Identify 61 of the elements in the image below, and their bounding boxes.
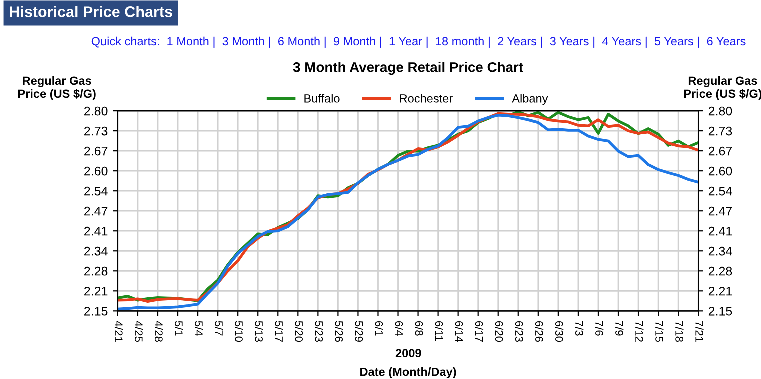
x-tick-label: 6/8: [415, 321, 424, 336]
x-tick-label: 5/4: [195, 321, 204, 336]
x-tick-label: 7/6: [596, 321, 604, 336]
x-tick-label: 6/26: [535, 321, 544, 342]
legend-label: Buffalo: [304, 94, 340, 103]
y-tick-label: 2.67: [84, 146, 108, 156]
x-tick-label: 5/26: [335, 321, 344, 342]
x-tick-label: 7/21: [696, 321, 704, 342]
y-tick-label: 2.21: [84, 286, 108, 296]
y2-tick-label: 2.60: [708, 166, 732, 176]
x-tick-label: 6/4: [395, 321, 404, 336]
x-tick-label: 6/17: [475, 321, 484, 342]
y-tick-label: 2.34: [84, 246, 108, 256]
x-tick-label: 5/13: [255, 321, 264, 342]
x-tick-label: 6/20: [495, 321, 504, 342]
y2-tick-label: 2.47: [708, 206, 732, 216]
y2-tick-label: 2.73: [708, 126, 732, 136]
x-tick-label: 6/14: [455, 321, 464, 342]
y-tick-label: 2.73: [84, 126, 108, 136]
chart-title: 3 Month Average Retail Price Chart: [293, 62, 524, 76]
x-tick-label: 5/10: [235, 321, 244, 342]
x-tick-label: 4/25: [134, 321, 144, 342]
x-tick-label: 7/15: [656, 321, 664, 342]
y2-tick-label: 2.54: [708, 186, 732, 196]
legend-label: Albany: [512, 94, 548, 106]
y2-tick-label: 2.80: [708, 106, 732, 116]
x-tick-label: 5/1: [175, 321, 184, 336]
x-tick-label: 5/23: [315, 321, 324, 342]
x-tick-label: 5/17: [275, 321, 284, 342]
x-tick-label: 7/18: [676, 321, 684, 342]
x-tick-label: 4/21: [114, 321, 124, 342]
y-tick-label: 2.47: [84, 206, 108, 216]
y-tick-label: 2.54: [84, 186, 108, 196]
y2-tick-label: 2.67: [708, 146, 732, 156]
y2-tick-label: 2.15: [708, 306, 732, 316]
text: Quick charts: 1 Month | 3 Month | 6 Month | 9 Month | 1 Year | 18 month | 2 Years | 3 Years | 4 Years | 5 Years | 6 Years: [92, 36, 746, 48]
x-tick-label: 6/30: [555, 321, 564, 342]
legend-label: Rochester: [400, 94, 453, 103]
x-tick-label: 7/9: [616, 321, 624, 336]
y2-tick-label: 2.41: [708, 226, 732, 236]
y-axis-title: Regular Gas Price (US $/G): [18, 76, 96, 100]
y-tick-label: 2.80: [84, 106, 108, 116]
y-tick-label: 2.60: [84, 166, 108, 176]
y-tick-label: 2.28: [84, 266, 108, 276]
x-tick-label: 6/23: [515, 321, 524, 342]
x-tick-label: 5/20: [295, 321, 304, 342]
text: Historical Price Charts: [10, 6, 172, 18]
x-tick-label: 6/1: [375, 321, 384, 336]
x-tick-label: 5/7: [215, 321, 224, 336]
x-tick-label: 4/28: [155, 321, 164, 342]
x-tick-label: 7/12: [636, 321, 644, 342]
y2-tick-label: 2.34: [708, 246, 732, 256]
text: 2009: [396, 349, 422, 358]
y-tick-label: 2.41: [84, 226, 108, 236]
x-tick-label: 6/11: [435, 321, 444, 342]
x-tick-label: 7/3: [575, 321, 584, 336]
y2-tick-label: 2.21: [708, 286, 732, 296]
x-tick-label: 5/29: [355, 321, 364, 342]
x-axis-title: Date (Month/Day): [360, 368, 456, 379]
y2-tick-label: 2.28: [708, 266, 732, 276]
y-tick-label: 2.15: [84, 306, 108, 316]
